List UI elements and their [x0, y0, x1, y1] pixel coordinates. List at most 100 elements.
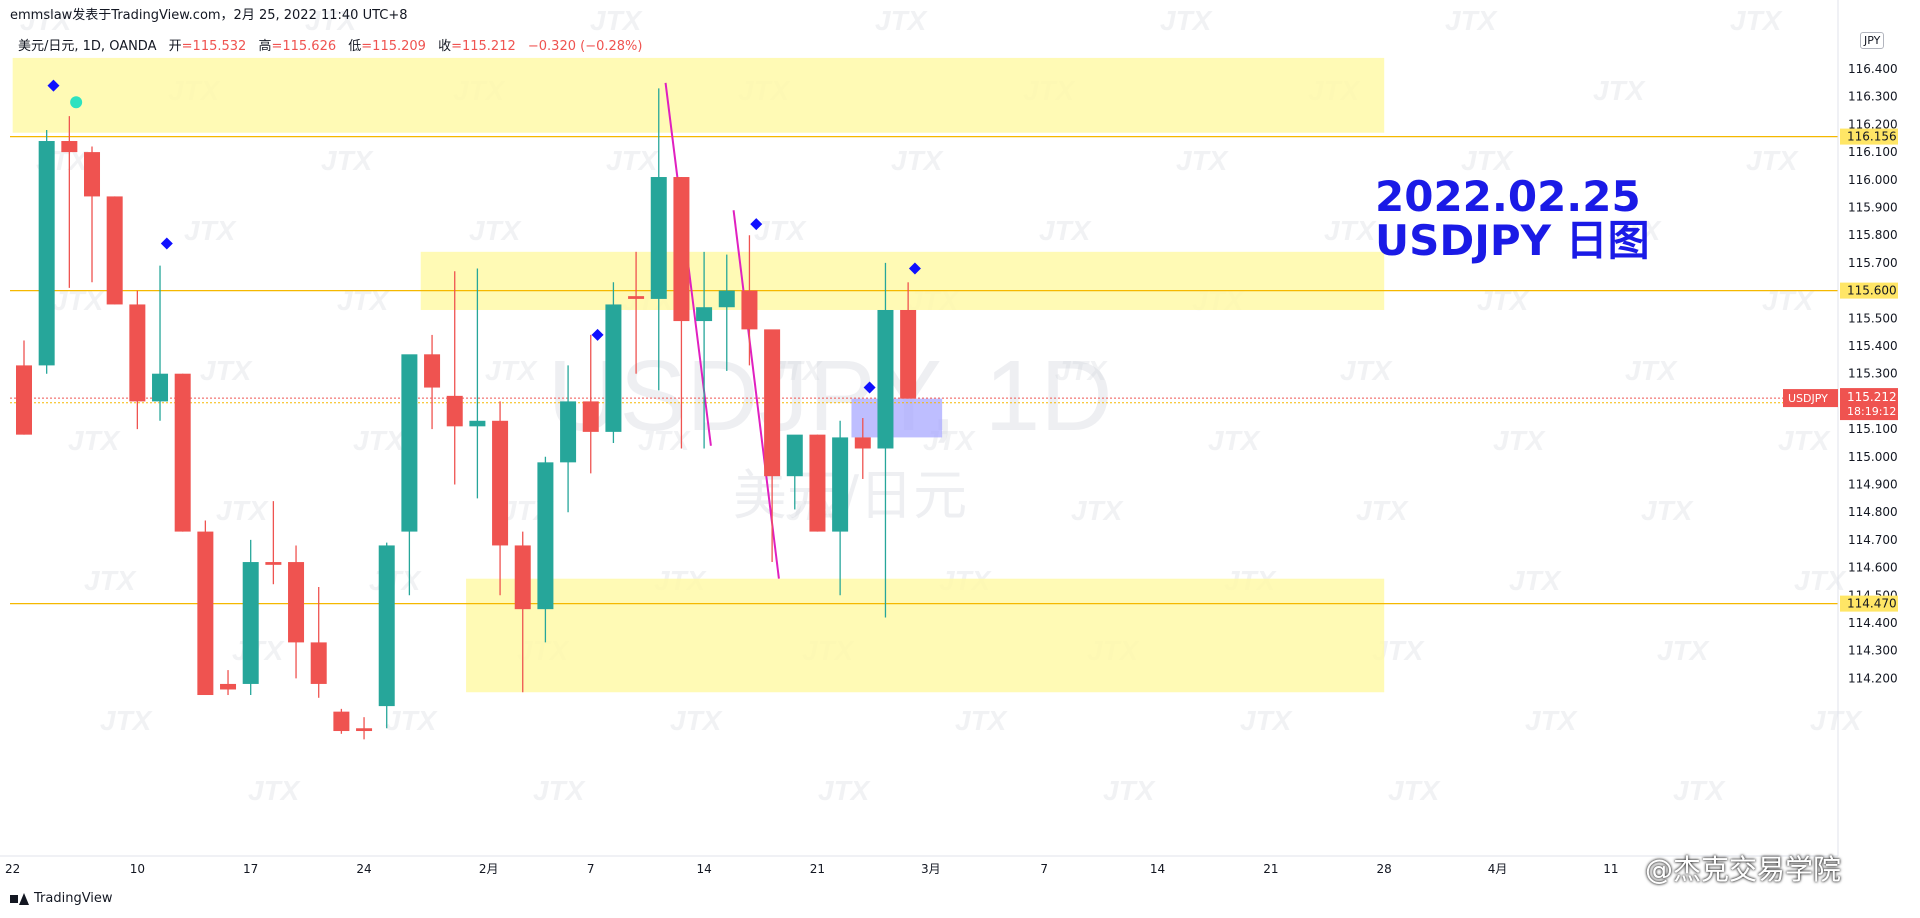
price-tick-label: 114.700 — [1848, 533, 1898, 547]
open-value: =115.532 — [181, 39, 247, 54]
price-tick-label: 116.000 — [1848, 173, 1898, 187]
candle — [446, 271, 463, 485]
pattern-watermark: JTX — [955, 705, 1009, 736]
pattern-watermark: JTX — [1762, 285, 1816, 316]
pattern-watermark: JTX — [1103, 775, 1157, 806]
time-tick-label: 21 — [810, 862, 825, 876]
candle-body — [378, 545, 395, 707]
candle — [197, 520, 214, 696]
signal-diamond-marker — [160, 237, 173, 250]
highlight-box — [851, 398, 943, 438]
time-tick-label: 21 — [1263, 862, 1278, 876]
high-label: 高 — [258, 39, 272, 54]
candle — [854, 418, 871, 479]
time-tick-label: 2月 — [479, 862, 499, 876]
pattern-watermark: JTX — [1746, 145, 1800, 176]
candle-body — [288, 562, 305, 643]
badge-bg — [1840, 128, 1898, 145]
ohlc-legend: 美元/日元, 1D, OANDA 开=115.532 高=115.626 低=1… — [18, 35, 642, 54]
candle-body — [854, 437, 871, 449]
pattern-watermark: JTX — [670, 705, 724, 736]
pattern-watermark: JTX — [590, 5, 644, 36]
pattern-watermark: JTX — [1593, 75, 1647, 106]
price-tick-label: 116.400 — [1848, 62, 1898, 76]
candle-body — [242, 562, 259, 684]
pattern-watermark: JTX — [200, 355, 254, 386]
pattern-watermark: JTX — [1388, 775, 1442, 806]
annotation-title: USDJPY 日图 — [1375, 216, 1650, 265]
pattern-watermark: JTX — [1176, 145, 1230, 176]
candle-body — [696, 307, 713, 322]
price-axis[interactable]: 114.200114.300114.400114.500114.600114.7… — [1848, 62, 1898, 685]
time-tick-label: 28 — [1377, 862, 1392, 876]
pattern-watermark: JTX — [1071, 495, 1125, 526]
price-tick-label: 116.100 — [1848, 145, 1898, 159]
candle-body — [129, 304, 146, 402]
pattern-watermark: JTX — [875, 5, 929, 36]
candle — [741, 235, 758, 366]
pattern-watermark: JTX — [1493, 425, 1547, 456]
candle-body — [310, 642, 327, 684]
change-value: −0.320 (−0.28%) — [527, 39, 643, 54]
candle-body — [809, 434, 826, 532]
candle-body — [605, 304, 622, 432]
pattern-watermark: JTX — [1625, 355, 1679, 386]
candle — [628, 251, 645, 374]
candle — [129, 290, 146, 430]
candle-body — [673, 177, 690, 322]
price-tick-label: 114.900 — [1848, 478, 1898, 492]
low-value: =115.209 — [361, 39, 426, 54]
pattern-watermark: JTX — [533, 775, 587, 806]
close-value: =115.212 — [451, 39, 516, 54]
close-label: 收 — [438, 39, 452, 54]
candle — [492, 401, 509, 596]
pattern-watermark: JTX — [485, 355, 539, 386]
current-price-value: 115.212 — [1847, 390, 1897, 404]
price-tick-label: 116.200 — [1848, 117, 1898, 131]
pattern-watermark: JTX — [1509, 565, 1563, 596]
candle-body — [560, 401, 577, 463]
time-tick-label: 7 — [1040, 862, 1048, 876]
candle — [605, 282, 622, 443]
candle-body — [197, 531, 214, 696]
time-tick-label: 14 — [1150, 862, 1165, 876]
badge-text: 114.470 — [1847, 597, 1897, 611]
currency-badge[interactable]: JPY — [1860, 32, 1885, 49]
countdown-timer: 18:19:12 — [1847, 405, 1896, 418]
candle-body — [492, 420, 509, 546]
time-axis[interactable]: 22 10 17 24 2月 7 14 21 3月 7 14 21 28 4月 11 — [5, 862, 1619, 876]
symbol-line[interactable]: 美元/日元, 1D, OANDA — [18, 39, 157, 54]
pattern-watermark: JTX — [1609, 215, 1663, 246]
pattern-watermark: JTX — [1477, 285, 1531, 316]
candle-body — [741, 290, 758, 330]
pattern-watermark: JTX — [1810, 705, 1864, 736]
time-tick-label: 17 — [243, 862, 258, 876]
price-tick-label: 114.600 — [1848, 561, 1898, 575]
candle — [786, 434, 803, 510]
price-tick-label: 115.000 — [1848, 450, 1898, 464]
candle — [469, 268, 486, 499]
tradingview-logo[interactable]: TradingView — [10, 891, 113, 906]
pattern-watermark: JTX — [52, 285, 106, 316]
tradingview-icon — [10, 892, 29, 905]
pattern-watermark: JTX — [337, 285, 391, 316]
candle — [537, 456, 554, 643]
candle — [650, 88, 667, 391]
pattern-watermark: JTX — [469, 215, 523, 246]
pattern-watermark: JTX — [248, 775, 302, 806]
candle — [265, 501, 282, 585]
candle — [809, 434, 826, 532]
pattern-watermark: JTX — [232, 635, 286, 666]
time-tick-label: 4月 — [1488, 862, 1508, 876]
pattern-watermark: JTX — [1324, 215, 1378, 246]
pattern-watermark: JTX — [84, 565, 138, 596]
level-price-badge: 114.470 — [1840, 595, 1898, 612]
price-tick-label: 116.300 — [1848, 90, 1898, 104]
candle — [582, 334, 599, 474]
candle-body — [174, 373, 191, 532]
candle — [242, 539, 259, 696]
level-price-badge: 116.156 — [1840, 128, 1898, 145]
